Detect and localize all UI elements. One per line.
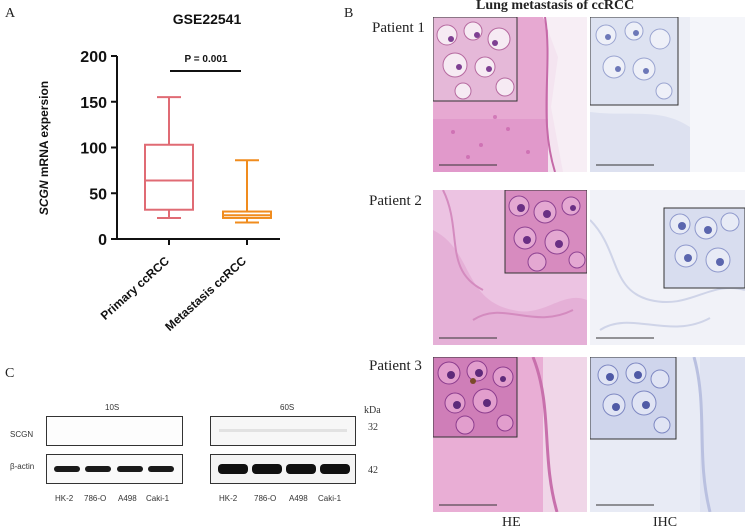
patient-label-2: Patient 2 <box>369 193 422 209</box>
band-60s-actin-2 <box>252 464 282 474</box>
column-label-ihc: IHC <box>653 515 678 530</box>
row-label-scgn: SCGN <box>10 430 34 439</box>
y-tick-label: 200 <box>80 49 107 66</box>
y-tick-label: 100 <box>80 141 107 158</box>
kda-value-42: 42 <box>368 465 378 476</box>
ihc-image-patient-3 <box>590 357 745 512</box>
blot-10s-scgn <box>46 416 183 446</box>
y-tick-label: 0 <box>98 232 107 249</box>
box-primary <box>144 143 194 211</box>
band-10s-actin-1 <box>54 466 80 472</box>
exposure-label-10s: 10S <box>105 403 120 412</box>
exposure-label-60s: 60S <box>280 403 295 412</box>
y-axis-label-rest: mRNA expersion <box>37 81 51 181</box>
lane-10s-4: Caki-1 <box>146 494 170 503</box>
he-image-patient-1 <box>433 17 587 172</box>
category-label-primary: Primary ccRCC <box>98 254 173 323</box>
band-60s-actin-4 <box>320 464 350 474</box>
band-60s-actin-1 <box>218 464 248 474</box>
lane-60s-2: 786-O <box>254 494 277 503</box>
y-tick-label: 150 <box>80 95 107 112</box>
ihc-image-patient-2 <box>590 190 745 345</box>
y-axis-label-gene: SCGN <box>37 180 51 215</box>
band-10s-actin-4 <box>148 466 174 472</box>
he-image-patient-3 <box>433 357 587 512</box>
blot-10s-actin <box>46 454 183 484</box>
patient-label-1: Patient 1 <box>372 20 425 36</box>
column-label-he: HE <box>502 515 521 530</box>
category-label-metastasis: Metastasis ccRCC <box>162 254 249 334</box>
blot-60s-actin <box>210 454 356 484</box>
row-label-beta-actin: β-actin <box>10 462 35 471</box>
lane-60s-4: Caki-1 <box>318 494 342 503</box>
kda-value-32: 32 <box>368 422 378 433</box>
patient-label-3: Patient 3 <box>369 358 422 374</box>
band-10s-actin-2 <box>85 466 111 472</box>
box-plot: GSE22541 SCGN mRNA expersion 0 50 100 150 20… <box>37 11 280 334</box>
y-axis-label: SCGN mRNA expersion <box>37 81 51 215</box>
chart-title: GSE22541 <box>173 11 242 27</box>
lane-10s-3: A498 <box>118 494 137 503</box>
panel-letter-c: C <box>5 366 15 381</box>
lane-10s-2: 786-O <box>84 494 107 503</box>
y-tick-label: 50 <box>89 186 107 203</box>
lane-10s-1: HK-2 <box>55 494 74 503</box>
band-60s-actin-3 <box>286 464 316 474</box>
panel-letter-a: A <box>5 6 16 21</box>
kda-label: kDa <box>364 405 381 416</box>
he-image-patient-2 <box>433 190 587 345</box>
lane-60s-3: A498 <box>289 494 308 503</box>
lane-60s-1: HK-2 <box>219 494 238 503</box>
ihc-image-patient-1 <box>590 17 745 172</box>
band-10s-actin-3 <box>117 466 143 472</box>
panel-b-title: Lung metastasis of ccRCC <box>476 0 635 13</box>
p-value-annotation: P = 0.001 <box>185 54 228 65</box>
blot-60s-scgn <box>210 416 356 446</box>
band-60s-scgn-faint <box>219 429 347 432</box>
panel-letter-b: B <box>344 6 354 21</box>
